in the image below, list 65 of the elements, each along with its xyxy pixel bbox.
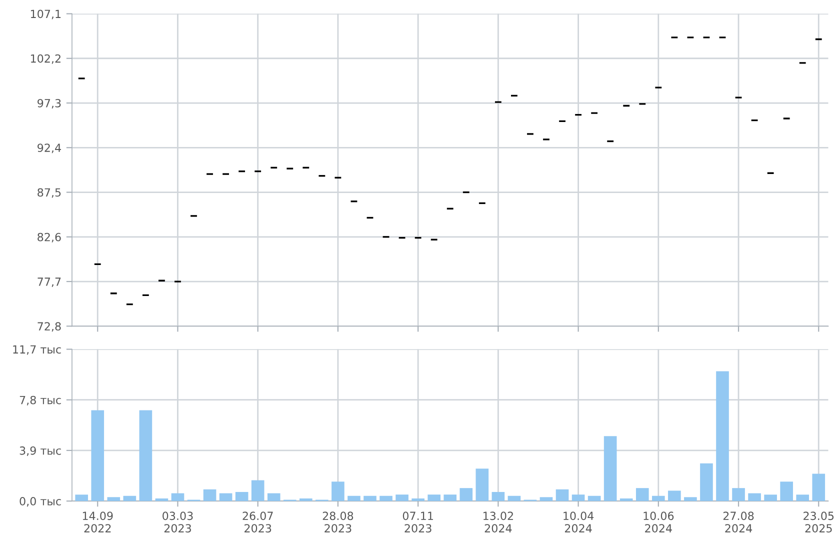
y-tick-label: 11,7 тыс: [13, 345, 61, 355]
bar: [235, 492, 248, 502]
bar: [780, 482, 793, 502]
bar: [556, 489, 569, 502]
x-tick-label: 14.09 2022: [82, 512, 113, 533]
bar: [732, 488, 745, 502]
x-tick-label: 26.07 2023: [242, 512, 273, 533]
bar: [171, 493, 184, 502]
bar: [588, 496, 601, 502]
bar: [348, 496, 360, 502]
bar: [620, 498, 633, 502]
bar: [428, 494, 440, 502]
bar: [764, 494, 777, 502]
x-tick-label: 13.02 2024: [483, 512, 513, 533]
bar: [684, 497, 697, 502]
bar: [796, 494, 810, 502]
bar: [123, 496, 136, 502]
bar: [508, 496, 521, 502]
bar: [444, 494, 457, 502]
y-tick-label: 82,6: [38, 232, 61, 242]
bar: [139, 410, 152, 502]
bar: [604, 436, 617, 502]
bar: [267, 493, 280, 502]
bar: [412, 498, 424, 502]
bar: [251, 480, 264, 502]
y-tick-label: 77,7: [38, 278, 61, 288]
y-tick-label: 107,1: [30, 10, 61, 20]
x-tick-label: 07.11 2023: [402, 512, 433, 533]
x-tick-label: 23.05 2025: [804, 512, 834, 533]
bar: [812, 474, 826, 502]
bar: [460, 488, 473, 502]
x-tick-label: 27.08 2024: [723, 512, 754, 533]
y-tick-label: 0,0 тыс: [20, 497, 61, 507]
y-tick-label: 92,4: [38, 144, 61, 154]
bar: [364, 496, 376, 502]
x-tick-label: 28.08 2023: [322, 512, 354, 533]
bar: [652, 496, 665, 502]
bar: [700, 463, 713, 502]
bar: [572, 494, 585, 502]
y-tick-label: 3,9 тыс: [20, 446, 61, 456]
y-tick-label: 102,2: [30, 54, 60, 64]
bar: [380, 496, 392, 502]
x-tick-label: 03.03 2023: [162, 512, 193, 533]
bar: [748, 493, 761, 502]
bar: [107, 497, 120, 502]
y-tick-label: 7,8 тыс: [20, 396, 61, 406]
bar: [75, 494, 88, 502]
bar: [540, 497, 553, 502]
bar: [668, 490, 681, 502]
bar: [716, 371, 729, 502]
x-tick-label: 10.04 2024: [564, 512, 594, 533]
bar: [396, 494, 408, 502]
y-tick-label: 72,8: [38, 322, 61, 332]
bar: [636, 488, 649, 502]
bar: [332, 482, 344, 502]
y-tick-label: 87,5: [38, 188, 61, 198]
bar: [91, 410, 104, 502]
y-tick-label: 97,3: [38, 98, 61, 109]
x-tick-label: 10.06 2024: [644, 512, 674, 533]
bar: [203, 489, 216, 502]
bar: [155, 498, 168, 502]
bar: [219, 493, 232, 502]
bar: [492, 492, 505, 502]
bar: [476, 468, 489, 502]
bar: [300, 498, 312, 502]
